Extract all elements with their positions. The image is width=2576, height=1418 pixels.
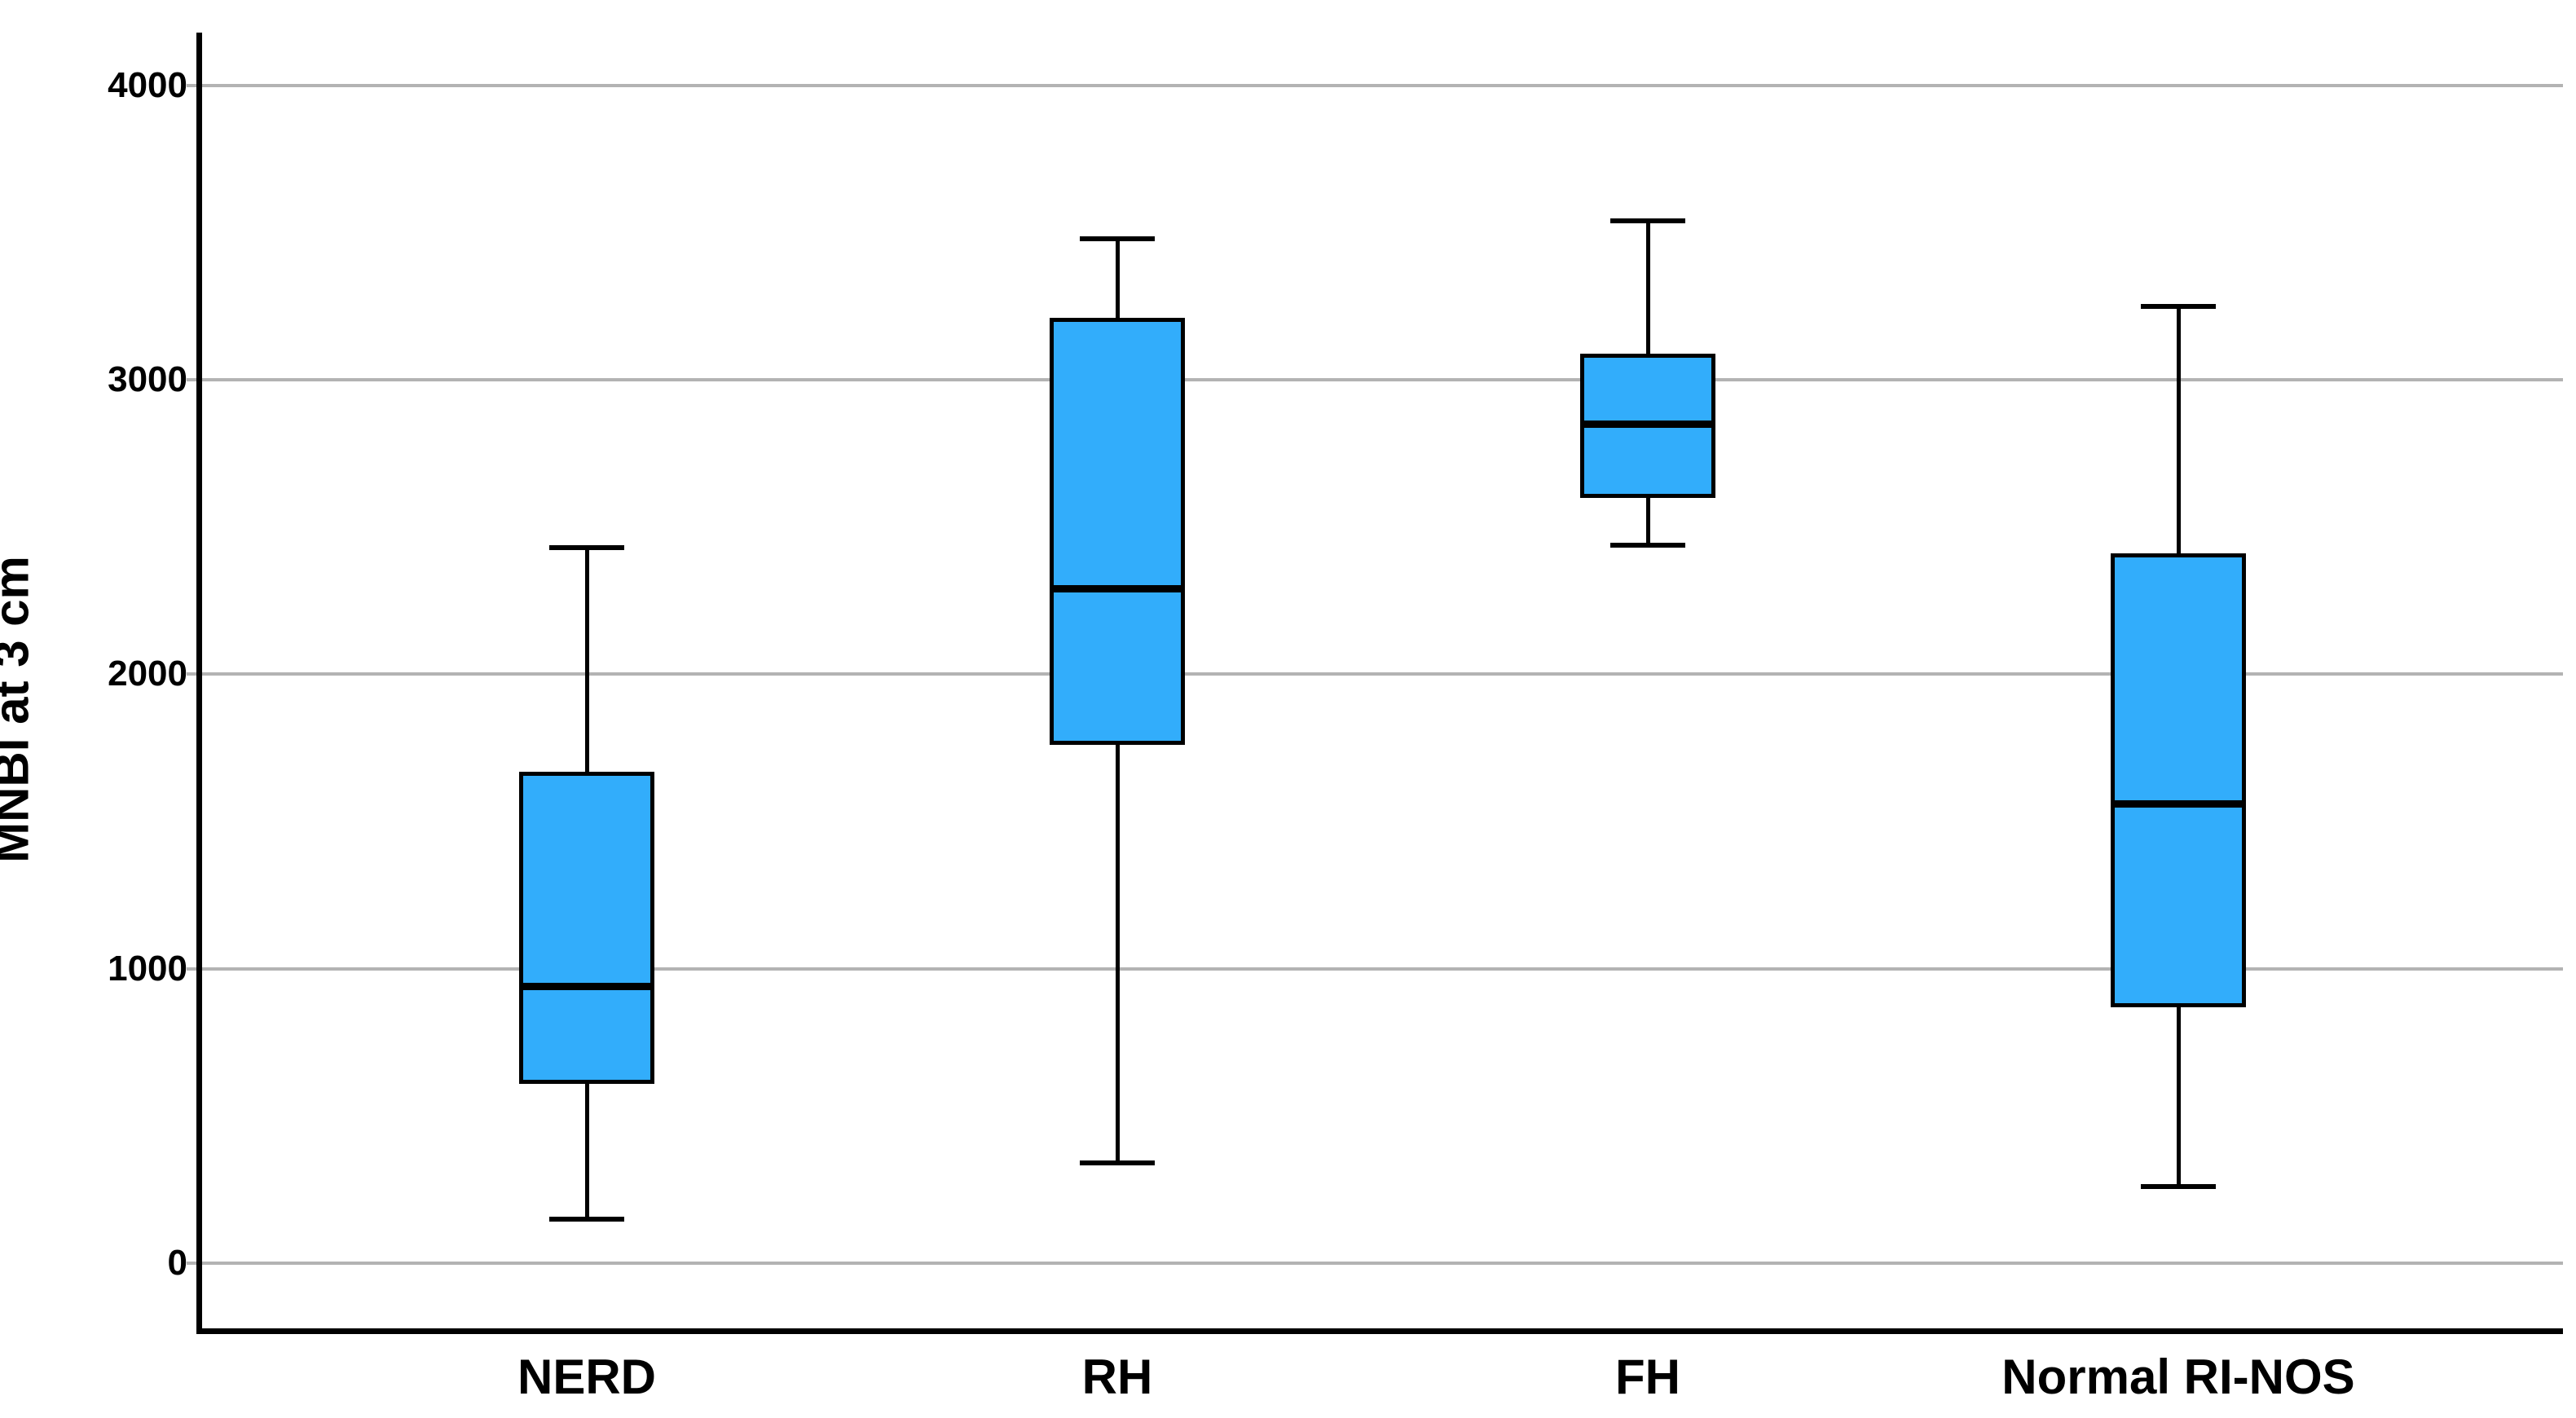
y-tick-label: 2000 xyxy=(108,654,187,694)
upper-whisker-line xyxy=(584,548,589,772)
whisker-cap-min xyxy=(1080,1160,1155,1166)
y-tick-label: 0 xyxy=(167,1242,187,1283)
median-line xyxy=(1050,585,1185,593)
gridline-y-4000 xyxy=(187,84,2563,88)
y-tick-label: 4000 xyxy=(108,65,187,106)
upper-whisker-line xyxy=(2176,306,2181,554)
x-axis-line xyxy=(196,1328,2563,1334)
whisker-cap-max xyxy=(2141,303,2216,309)
gridline-y-0 xyxy=(187,1261,2563,1265)
median-line xyxy=(1580,420,1715,428)
box-rect-nerd xyxy=(519,771,654,1084)
lower-whisker-line xyxy=(2176,1006,2181,1187)
x-category-label-3: FH xyxy=(1615,1350,1680,1404)
upper-whisker-line xyxy=(1115,238,1120,319)
box-rect-rh xyxy=(1050,318,1185,746)
median-line xyxy=(2111,799,2246,808)
whisker-cap-min xyxy=(1610,542,1685,548)
whisker-cap-max xyxy=(1610,218,1685,224)
whisker-cap-min xyxy=(549,1216,624,1222)
y-axis-line xyxy=(196,33,202,1334)
gridline-y-1000 xyxy=(187,967,2563,971)
box-rect-normal-ri-nos xyxy=(2111,553,2246,1007)
x-category-label-1: NERD xyxy=(517,1350,656,1404)
lower-whisker-line xyxy=(1645,497,1650,545)
median-line xyxy=(519,982,654,990)
lower-whisker-line xyxy=(584,1083,589,1219)
lower-whisker-line xyxy=(1115,745,1120,1164)
x-category-label-2: RH xyxy=(1081,1350,1153,1404)
whisker-cap-min xyxy=(2141,1184,2216,1189)
y-tick-label: 3000 xyxy=(108,359,187,400)
x-category-label-4: Normal RI-NOS xyxy=(2001,1350,2355,1404)
y-axis-title: MNBI at 3 cm xyxy=(0,556,39,863)
gridline-y-2000 xyxy=(187,672,2563,676)
upper-whisker-line xyxy=(1645,221,1650,354)
gridline-y-3000 xyxy=(187,378,2563,382)
whisker-cap-max xyxy=(549,545,624,551)
plot-area xyxy=(187,33,2563,1331)
y-tick-label: 1000 xyxy=(108,948,187,989)
whisker-cap-max xyxy=(1080,236,1155,241)
